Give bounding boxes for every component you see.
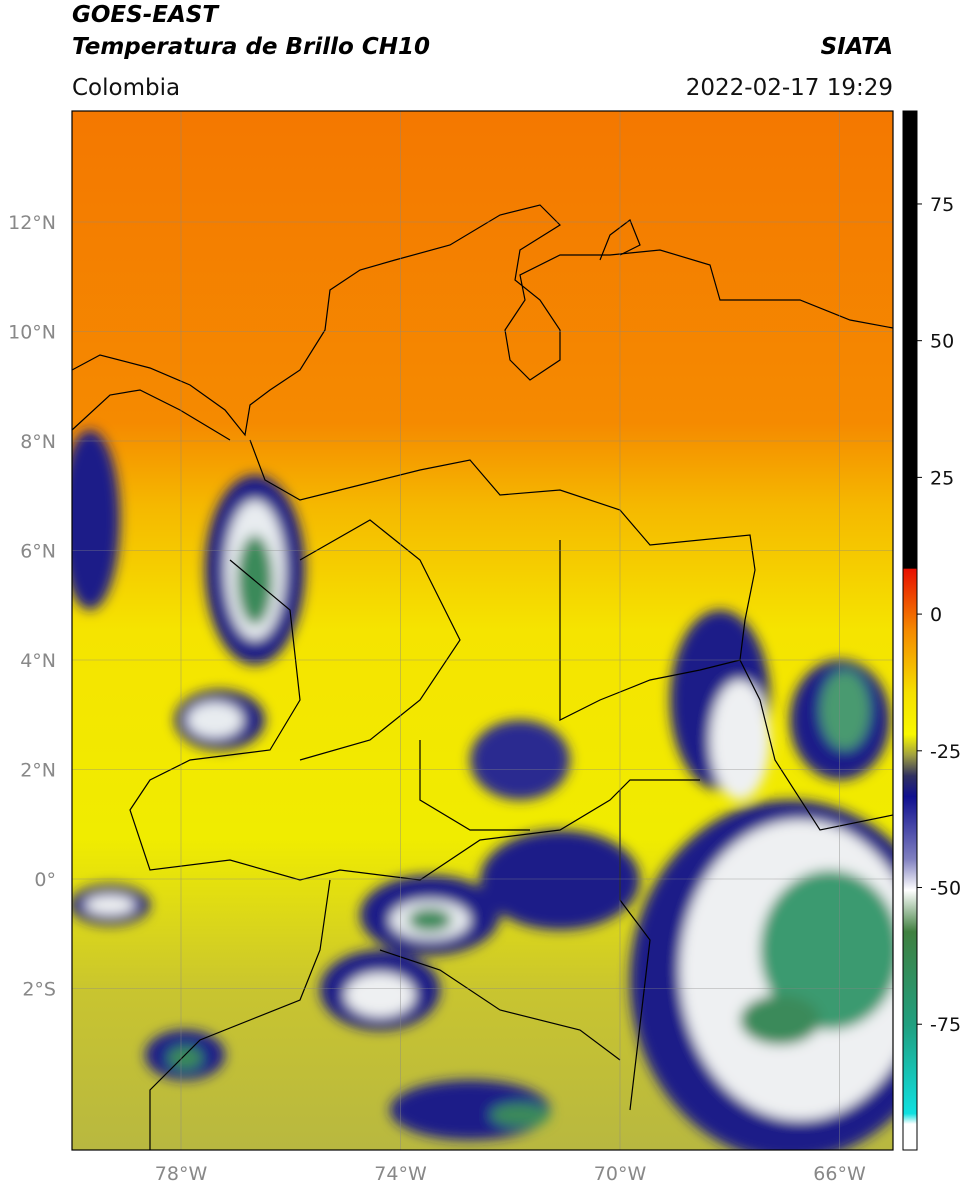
colorbar-tick-label: -75 <box>930 1014 961 1036</box>
region: Colombia <box>72 75 180 101</box>
lon-tick-label: 70°W <box>594 1163 647 1185</box>
colorbar-tick-label: 25 <box>930 467 954 489</box>
lat-tick-label: 6°N <box>20 541 56 563</box>
lon-tick-label: 66°W <box>813 1163 866 1185</box>
datetime: 2022-02-17 19:29 <box>686 75 893 101</box>
lat-tick-label: 2°S <box>22 979 56 1001</box>
lat-tick-label: 0° <box>34 869 56 891</box>
lat-tick-label: 10°N <box>8 322 56 344</box>
subtitle: Temperatura de Brillo CH10 <box>72 34 430 60</box>
lat-tick-label: 4°N <box>20 650 56 672</box>
colorbar-tick-label: -50 <box>930 878 961 900</box>
lon-tick-label: 78°W <box>155 1163 208 1185</box>
colorbar-tick-label: 0 <box>930 604 942 626</box>
title: GOES-EAST <box>72 2 220 28</box>
lon-tick-label: 74°W <box>374 1163 427 1185</box>
colorbar <box>902 110 918 1151</box>
source: SIATA <box>821 34 893 60</box>
colorbar-tick-label: 75 <box>930 194 954 216</box>
colorbar-tick-label: -25 <box>930 741 961 763</box>
map-frame <box>71 110 894 1151</box>
satellite-image <box>72 111 893 1150</box>
colorbar-tick-label: 50 <box>930 331 954 353</box>
lat-tick-label: 12°N <box>8 212 56 234</box>
lat-tick-label: 2°N <box>20 760 56 782</box>
lat-tick-label: 8°N <box>20 431 56 453</box>
